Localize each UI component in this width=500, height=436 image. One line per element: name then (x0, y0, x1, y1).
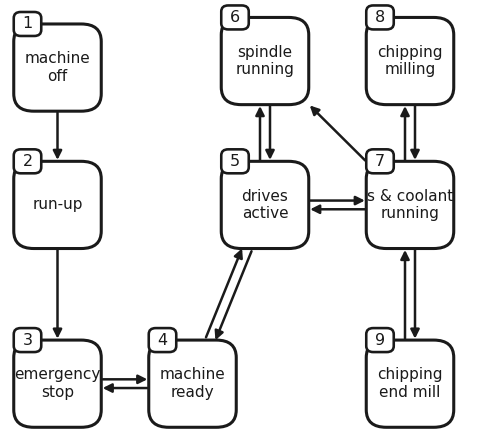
Text: chipping
end mill: chipping end mill (378, 368, 443, 400)
Text: drives
active: drives active (242, 189, 288, 221)
Text: machine
ready: machine ready (160, 368, 226, 400)
Text: 4: 4 (158, 333, 168, 347)
FancyBboxPatch shape (366, 17, 454, 105)
Text: 2: 2 (22, 154, 32, 169)
FancyBboxPatch shape (14, 149, 42, 173)
FancyBboxPatch shape (149, 328, 176, 352)
FancyBboxPatch shape (14, 12, 42, 36)
FancyBboxPatch shape (366, 328, 394, 352)
Text: emergency
stop: emergency stop (14, 368, 100, 400)
Text: 9: 9 (375, 333, 385, 347)
FancyArrowPatch shape (402, 253, 408, 339)
Text: chipping
milling: chipping milling (378, 45, 443, 77)
FancyArrowPatch shape (102, 376, 144, 383)
Text: s & coolant
running: s & coolant running (367, 189, 453, 221)
Text: 5: 5 (230, 154, 240, 169)
FancyArrowPatch shape (206, 251, 242, 337)
FancyBboxPatch shape (221, 5, 249, 30)
FancyBboxPatch shape (14, 328, 42, 352)
FancyBboxPatch shape (366, 5, 394, 30)
FancyArrowPatch shape (313, 206, 365, 213)
FancyBboxPatch shape (14, 24, 101, 111)
FancyBboxPatch shape (14, 340, 101, 427)
FancyBboxPatch shape (366, 340, 454, 427)
FancyBboxPatch shape (221, 161, 308, 249)
FancyArrowPatch shape (412, 106, 418, 157)
FancyArrowPatch shape (54, 112, 61, 157)
FancyBboxPatch shape (14, 161, 101, 249)
FancyBboxPatch shape (221, 17, 308, 105)
FancyArrowPatch shape (402, 109, 408, 160)
FancyArrowPatch shape (412, 250, 418, 336)
FancyArrowPatch shape (312, 107, 366, 160)
Text: 1: 1 (22, 17, 32, 31)
Text: run-up: run-up (32, 198, 83, 212)
Text: 8: 8 (375, 10, 385, 25)
FancyBboxPatch shape (149, 340, 236, 427)
FancyArrowPatch shape (216, 251, 252, 337)
FancyBboxPatch shape (366, 161, 454, 249)
FancyArrowPatch shape (310, 197, 362, 204)
FancyArrowPatch shape (54, 250, 61, 336)
FancyBboxPatch shape (221, 149, 249, 173)
Text: 7: 7 (375, 154, 385, 169)
FancyArrowPatch shape (266, 106, 274, 157)
Text: machine
off: machine off (24, 51, 90, 84)
Text: spindle
running: spindle running (236, 45, 294, 77)
FancyBboxPatch shape (366, 149, 394, 173)
Text: 6: 6 (230, 10, 240, 25)
FancyArrowPatch shape (256, 109, 264, 160)
FancyArrowPatch shape (106, 385, 148, 392)
Text: 3: 3 (22, 333, 32, 347)
